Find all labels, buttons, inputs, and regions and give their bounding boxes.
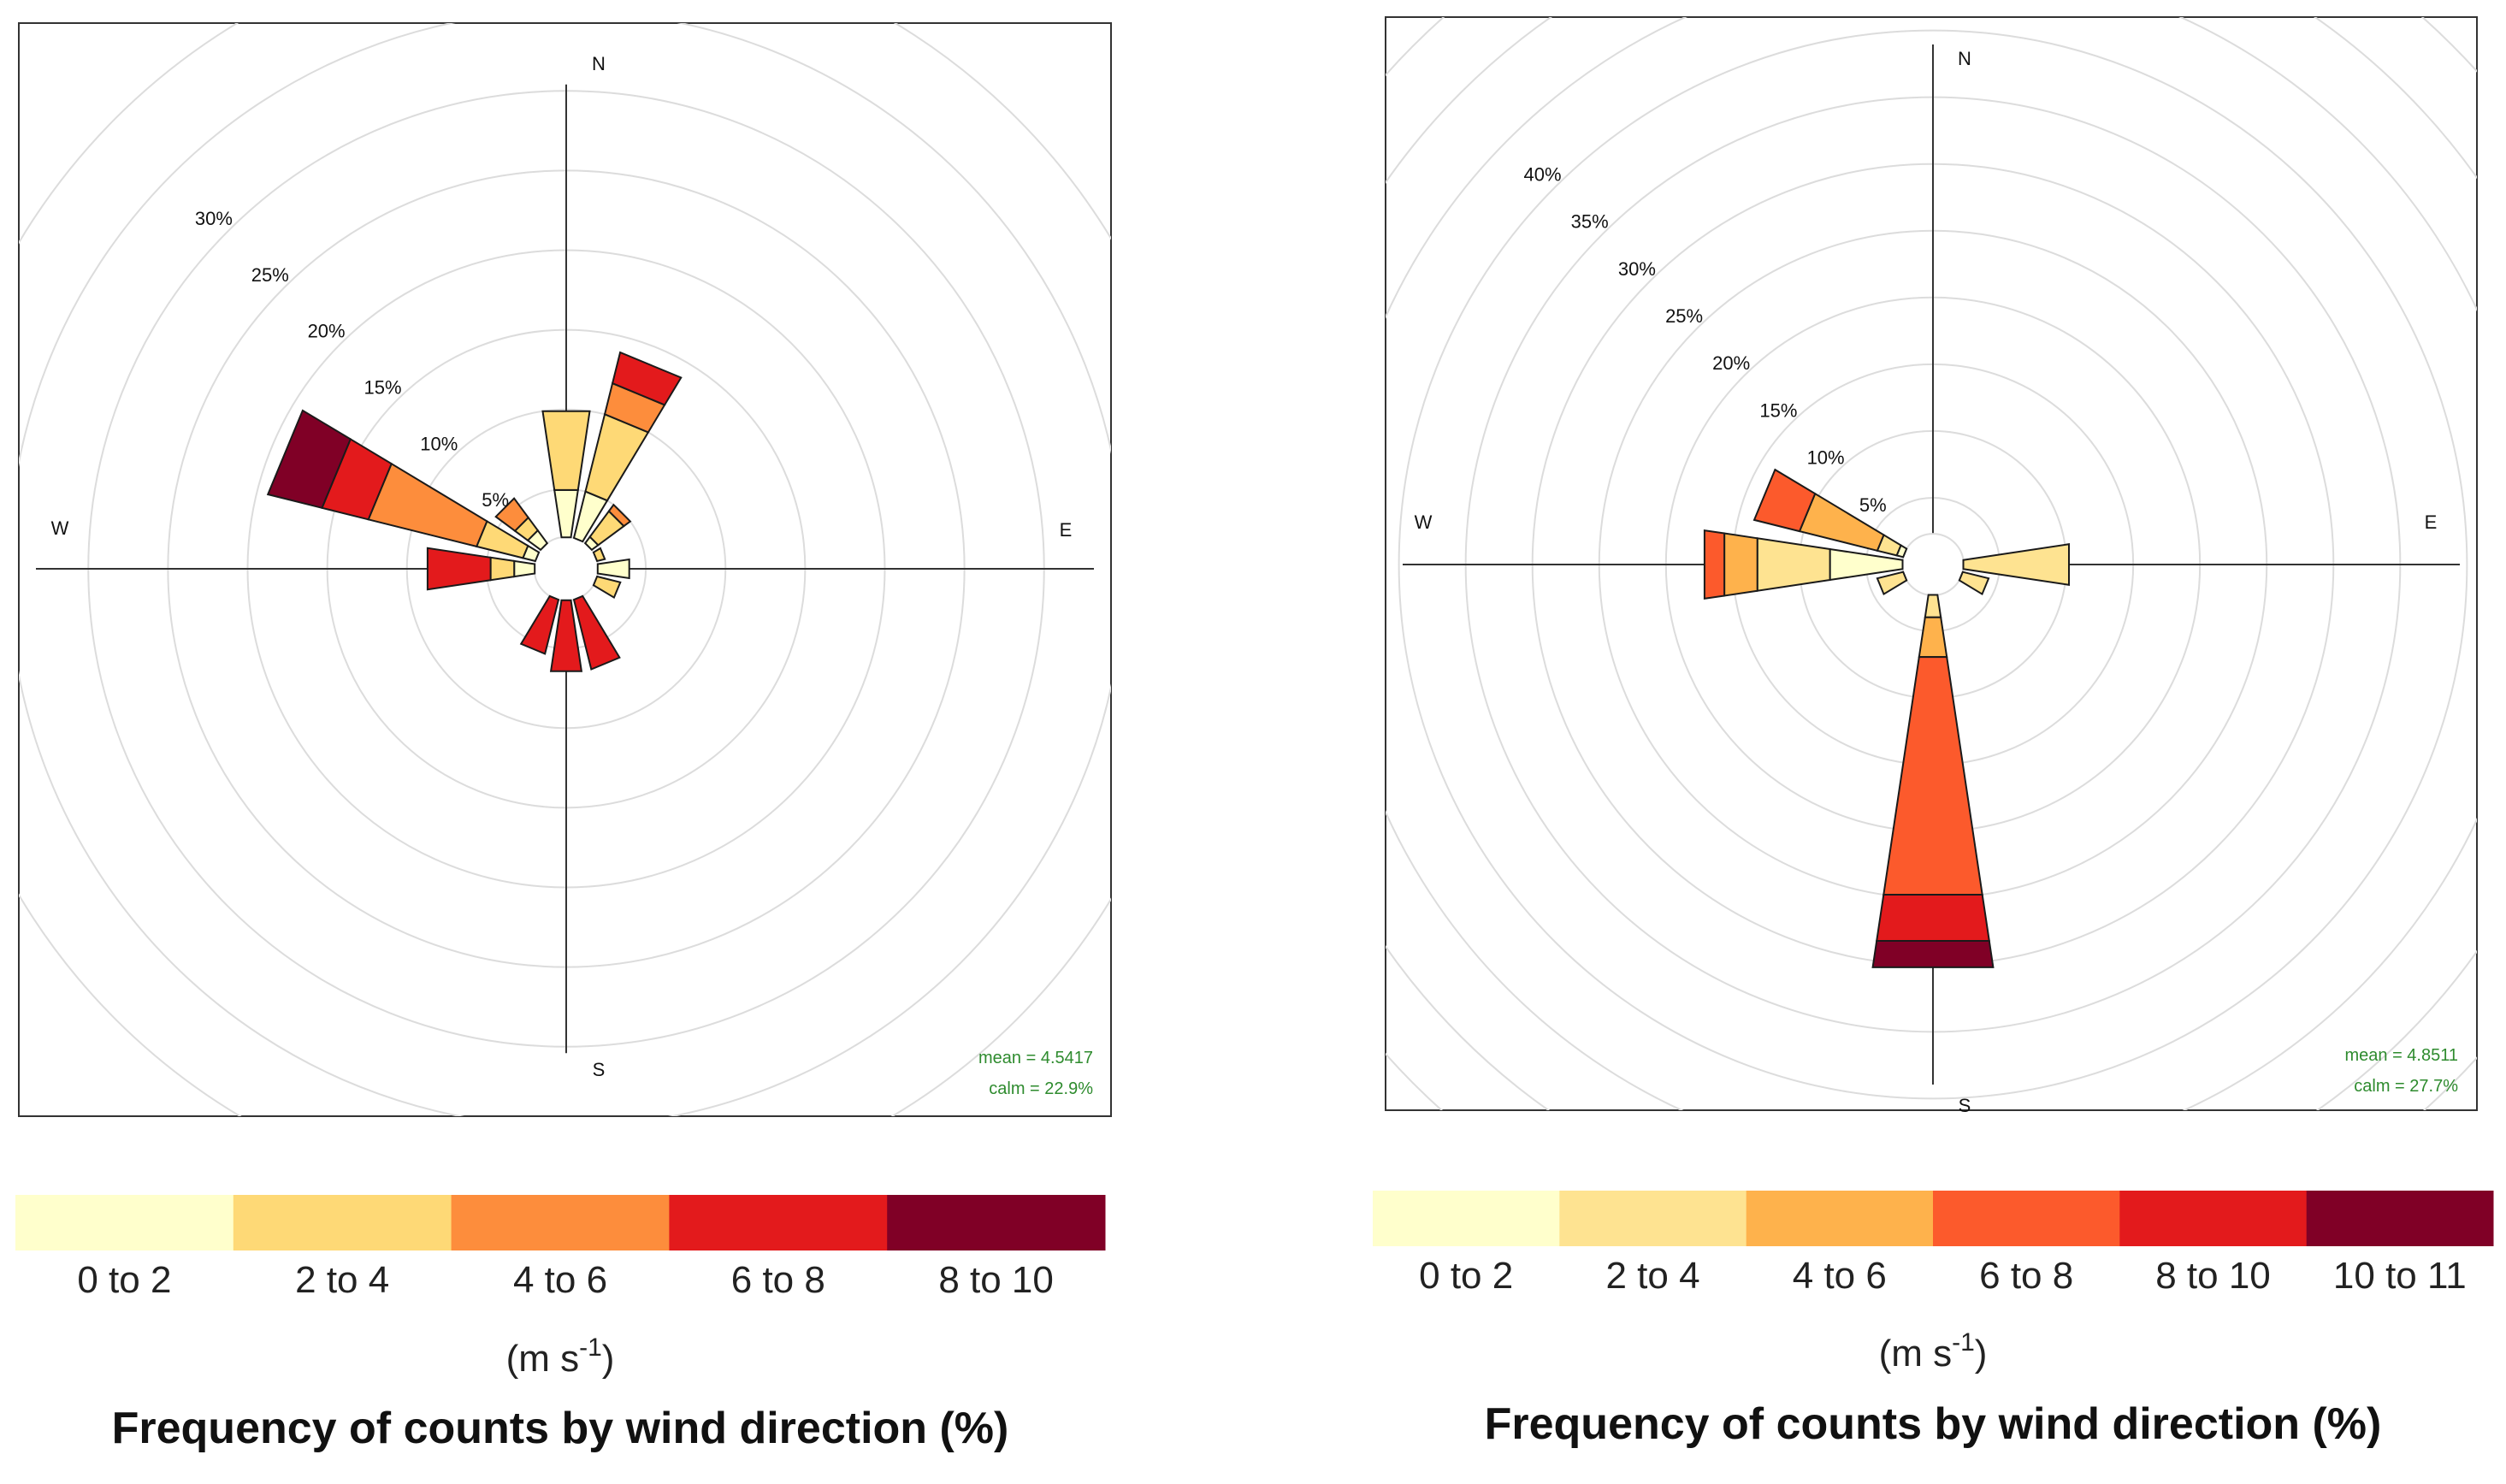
petal-n-bin-2 (541, 410, 591, 491)
legend: 0 to 2 2 to 4 4 to 6 6 to 8 8 to 10 10 to 11 (… (1373, 1191, 2494, 1449)
compass-label-n: N (1958, 48, 1971, 69)
petals (266, 351, 683, 672)
legend-swatch-3 (1746, 1191, 1934, 1246)
legend-label-3: 4 to 6 (513, 1259, 607, 1301)
petal-ne-bin-3 (607, 503, 632, 528)
legend-unit: (m s-1) (506, 1333, 615, 1380)
legend-label-3: 4 to 6 (1793, 1255, 1887, 1297)
radial-tick-label: 30% (195, 208, 233, 229)
legend-label-4: 6 to 8 (731, 1259, 825, 1301)
radial-tick-label: 15% (363, 377, 401, 399)
petal-nne-bin-4 (611, 351, 683, 406)
petal-e-bin-1 (596, 558, 630, 580)
radial-tick-label: 25% (1665, 305, 1703, 327)
compass-label-n: N (592, 53, 606, 74)
petal-ssw-bin-4 (519, 594, 560, 655)
legend-unit-suffix: ) (602, 1338, 615, 1380)
legend-swatch-4 (1933, 1191, 2120, 1246)
petal-e-bin-2 (1962, 543, 2070, 586)
petal-sse-bin-4 (572, 594, 621, 671)
radial-tick-labels: 5% 10% 15% 20% 25% 30% (195, 208, 509, 511)
compass-labels: N E S W (51, 53, 1073, 1080)
radial-tick-label: 5% (482, 489, 509, 511)
petal-wnw-bin-5 (266, 409, 352, 509)
radial-tick-label: 40% (1523, 164, 1561, 186)
petal-ene-bin-2 (592, 547, 606, 563)
radial-tick-labels: 5% 10% 15% 20% 25% 30% 35% 40% (1523, 164, 1886, 516)
legend: 0 to 2 2 to 4 4 to 6 6 to 8 8 to 10 (m s-1) Fr… (15, 1195, 1106, 1453)
legend-label-5: 8 to 10 (938, 1259, 1054, 1301)
radial-tick-label: 20% (308, 321, 346, 342)
legend-swatch-5 (2119, 1191, 2308, 1246)
petal-ese-bin-2 (1958, 571, 1990, 596)
radial-tick-label: 10% (1807, 447, 1845, 469)
petal-w-bin-2 (489, 556, 516, 582)
radial-tick-label: 30% (1618, 258, 1656, 280)
mean-stat: mean = 4.8511 (2344, 1046, 2458, 1065)
mean-stat: mean = 4.5417 (978, 1049, 1093, 1067)
legend-label-2: 2 to 4 (1605, 1255, 1699, 1297)
legend-swatch-1 (1373, 1191, 1560, 1246)
calm-stat: calm = 27.7% (2354, 1077, 2458, 1096)
legend-unit-exponent: -1 (579, 1333, 602, 1362)
legend-swatch-4 (669, 1195, 888, 1250)
legend-swatch-6 (2306, 1191, 2494, 1246)
legend-swatch-2 (1559, 1191, 1747, 1246)
radial-tick-label: 10% (420, 433, 458, 454)
petal-w-bin-3 (1723, 532, 1758, 597)
grid-ring (1398, 29, 2468, 1100)
legend-swatch-1 (15, 1195, 234, 1250)
legend-title: Frequency of counts by wind direction (%… (1485, 1399, 2382, 1449)
legend-swatch-5 (887, 1195, 1106, 1250)
legend-unit-suffix: ) (1975, 1333, 1988, 1375)
petals (1703, 468, 2070, 968)
legend-swatch-3 (451, 1195, 670, 1250)
legend-label-4: 6 to 8 (1979, 1255, 2073, 1297)
legend-label-1: 0 to 2 (77, 1259, 171, 1301)
petal-w-bin-1 (513, 559, 536, 578)
legend-unit-prefix: (m s (506, 1338, 580, 1380)
petal-s-bin-4 (549, 599, 583, 672)
legend-unit-prefix: (m s (1879, 1333, 1953, 1375)
legend-label-2: 2 to 4 (295, 1259, 389, 1301)
compass-label-e: E (1060, 519, 1073, 541)
legend-title: Frequency of counts by wind direction (%… (112, 1404, 1009, 1453)
petal-s-bin-2 (1924, 594, 1942, 618)
compass-labels: N E S W (1415, 48, 2438, 1116)
radial-tick-label: 15% (1759, 399, 1797, 421)
petal-s-bin-5 (1876, 894, 1990, 942)
legend-label-1: 0 to 2 (1419, 1255, 1513, 1297)
radial-tick-label: 25% (251, 264, 289, 286)
compass-label-w: W (1415, 511, 1433, 533)
legend-label-5: 8 to 10 (2155, 1255, 2271, 1297)
legend-swatch-2 (233, 1195, 452, 1250)
calm-stat: calm = 22.9% (989, 1079, 1093, 1098)
legend-unit-exponent: -1 (1952, 1328, 1975, 1357)
compass-label-w: W (51, 517, 69, 539)
petal-nw-bin-3 (494, 497, 530, 533)
compass-label-s: S (593, 1059, 606, 1080)
legend-unit: (m s-1) (1879, 1328, 1988, 1375)
compass-label-e: E (2425, 511, 2438, 533)
petal-w-bin-4 (426, 547, 492, 591)
radial-tick-label: 5% (1859, 494, 1887, 516)
petal-wnw-bin-4 (1752, 468, 1817, 533)
petal-ese-bin-2 (592, 575, 622, 600)
legend-label-6: 10 to 11 (2333, 1255, 2467, 1297)
compass-label-s: S (1959, 1095, 1971, 1116)
petal-w-bin-4 (1703, 529, 1726, 600)
radial-tick-label: 20% (1712, 352, 1750, 374)
petal-s-bin-6 (1871, 940, 1995, 968)
calm-circle (1901, 533, 1965, 596)
petal-wsw-bin-2 (1876, 571, 1908, 596)
radial-tick-label: 35% (1571, 211, 1609, 233)
